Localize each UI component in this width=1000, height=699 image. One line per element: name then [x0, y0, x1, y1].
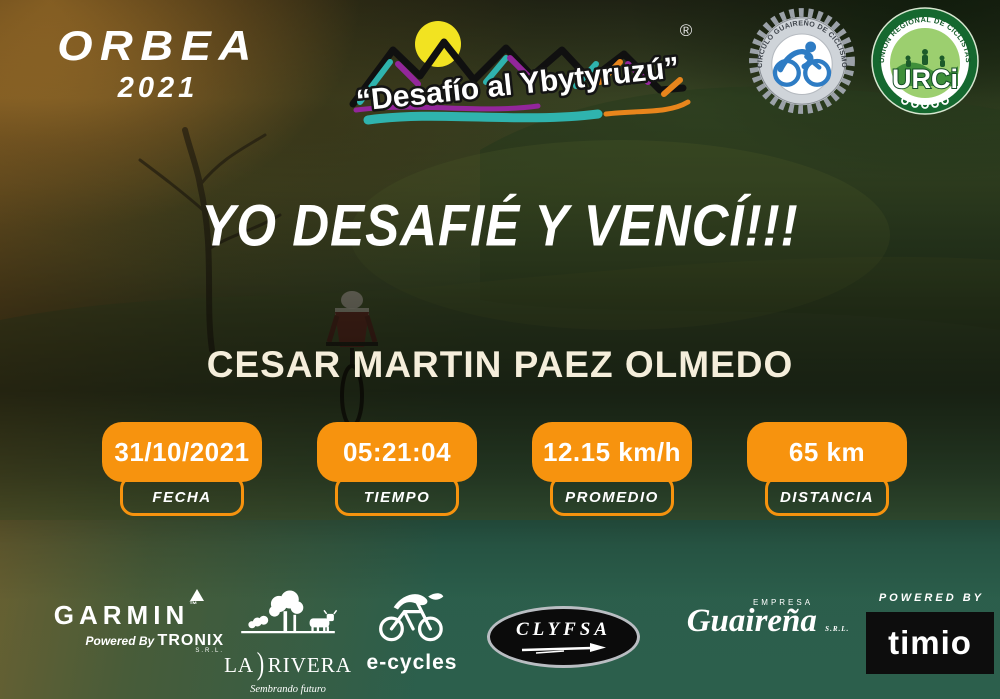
guairena-wordmark: Guaireña S.R.L. [686, 603, 850, 639]
urci-hills [894, 62, 958, 86]
timio-wordmark: timio [888, 624, 972, 661]
stat-promedio: 12.15 km/h PROMEDIO [532, 422, 692, 516]
chain-icon [901, 97, 949, 109]
guairena-empresa: EMPRESA [752, 598, 814, 607]
sponsor-clyfsa: CLYFSA [487, 606, 640, 668]
sponsor-larivera: LA) RIVERA Sembrando futuro [224, 586, 352, 695]
garmin-wordmark: GARMIN™ [54, 589, 204, 631]
base-squiggles [353, 99, 691, 125]
club-badge: CIRCULO GUAIREÑO DE CICLISMO [749, 8, 855, 114]
timio-box: timio [866, 612, 994, 674]
tronix-wordmark: TRONIX [157, 632, 224, 649]
stat-value-pill: 12.15 km/h [532, 422, 692, 482]
clyfsa-arrow-icon [521, 643, 606, 654]
stat-tiempo: 05:21:04 TIEMPO [317, 422, 477, 516]
stat-distancia: 65 km DISTANCIA [747, 422, 907, 516]
urci-wordmark: URCi [892, 64, 958, 94]
sponsor-garmin: GARMIN™ Powered By TRONIX S.R.L. [28, 589, 228, 654]
urci-cyclists [905, 49, 945, 67]
headline: YO DESAFIÉ Y VENCÍ!!! [201, 192, 799, 259]
larivera-wordmark: LA) RIVERA [224, 645, 352, 681]
gear-teeth [749, 8, 855, 114]
sponsor-ecycles: e-cycles [356, 590, 468, 675]
ecycles-cyclist-icon [379, 593, 444, 642]
sponsor-guairena: EMPRESA Guaireña S.R.L. [668, 598, 868, 640]
orbea-wordmark: ORBEA [57, 22, 259, 69]
mountains-color-accents [357, 55, 683, 105]
garmin-delta-icon [189, 589, 204, 601]
ecycles-wordmark: e-cycles [366, 651, 458, 674]
stat-value-pill: 31/10/2021 [102, 422, 262, 482]
event-logo: “Desafío al Ybytyruzú” ® [349, 21, 693, 125]
garmin-powered-by: Powered By TRONIX S.R.L. [85, 632, 224, 654]
stat-fecha: 31/10/2021 FECHA [102, 422, 262, 516]
stat-value-pill: 05:21:04 [317, 422, 477, 482]
stat-value-pill: 65 km [747, 422, 907, 482]
registered-mark: ® [680, 21, 693, 40]
sun-icon [415, 21, 461, 67]
orbea-logo: ORBEA 2021 [18, 22, 298, 105]
sponsor-timio: POWERED BY timio [844, 592, 994, 674]
powered-by-label: POWERED BY [878, 592, 984, 604]
athlete-name: CESAR MARTIN PAEZ OLMEDO [206, 344, 794, 385]
orbea-year: 2021 [117, 72, 199, 104]
larivera-tagline: Sembrando futuro [250, 684, 326, 695]
clyfsa-wordmark: CLYFSA [515, 619, 612, 640]
larivera-swoosh: ) [256, 645, 266, 681]
urci-badge: UNIÓN REGIONAL DE CICLISTAS URCi [871, 7, 979, 115]
cyclist-icon [772, 41, 832, 87]
mountains-outline [349, 38, 687, 108]
larivera-farm-icon [241, 590, 338, 634]
